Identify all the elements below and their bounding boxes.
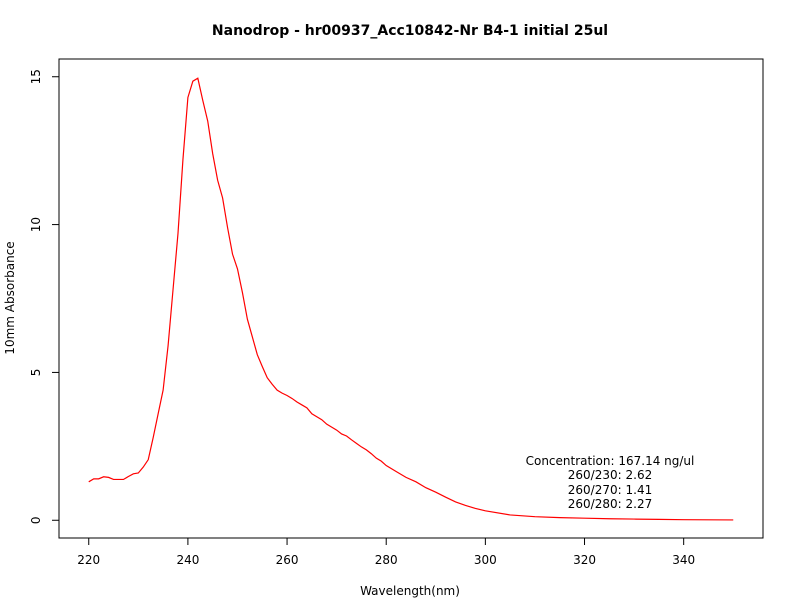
y-tick-label: 5: [29, 369, 43, 377]
ratio-260-230-annotation: 260/230: 2.62: [568, 468, 652, 482]
absorbance-series-line: [88, 77, 734, 521]
x-tick-label: 280: [375, 553, 398, 567]
chart-title: Nanodrop - hr00937_Acc10842-Nr B4-1 init…: [212, 23, 608, 39]
concentration-annotation: Concentration: 167.14 ng/ul: [526, 454, 695, 468]
x-axis: 220 240 260 280 300 320 340: [77, 537, 695, 567]
x-tick-label: 340: [672, 553, 695, 567]
stats-annotation: Concentration: 167.14 ng/ul 260/230: 2.6…: [526, 454, 695, 511]
x-tick-label: 240: [176, 553, 199, 567]
y-axis-label: 10mm Absorbance: [3, 241, 17, 354]
ratio-260-270-annotation: 260/270: 1.41: [568, 483, 652, 497]
ratio-260-280-annotation: 260/280: 2.27: [568, 497, 652, 511]
y-axis: 0 5 10 15: [29, 69, 60, 524]
x-tick-label: 320: [573, 553, 596, 567]
y-tick-label: 10: [29, 217, 43, 232]
x-tick-label: 260: [276, 553, 299, 567]
x-axis-label: Wavelength(nm): [360, 584, 460, 598]
x-tick-label: 300: [474, 553, 497, 567]
x-tick-label: 220: [77, 553, 100, 567]
y-tick-label: 15: [29, 69, 43, 84]
y-tick-label: 0: [29, 516, 43, 524]
